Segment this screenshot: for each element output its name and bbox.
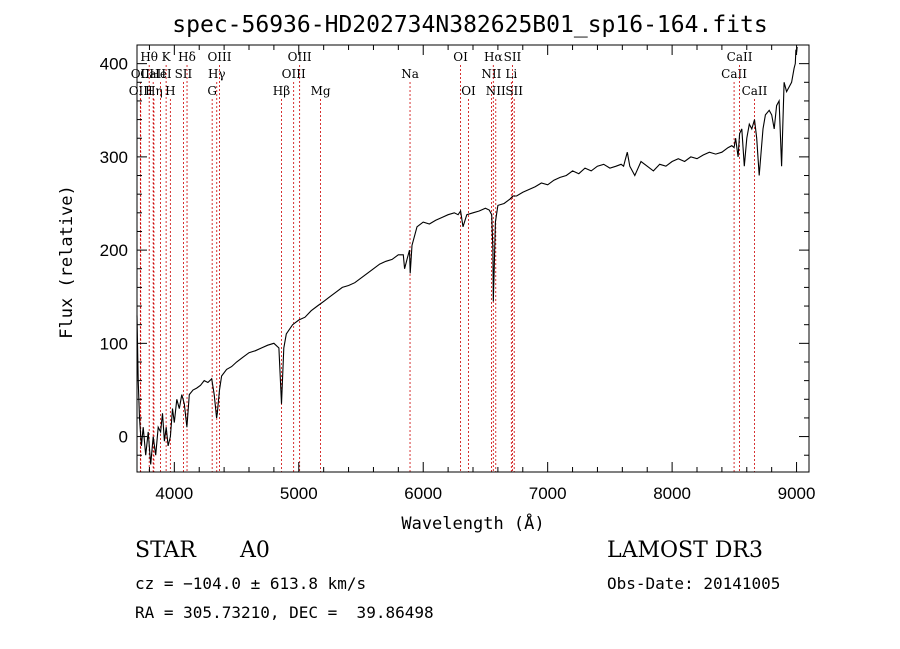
line-label: OI bbox=[453, 50, 468, 64]
line-label: K bbox=[162, 50, 172, 64]
line-label: CaII bbox=[140, 67, 166, 81]
y-axis-label: Flux (relative) bbox=[57, 185, 77, 339]
chart-title: spec-56936-HD202734N382625B01_sp16-164.f… bbox=[172, 12, 767, 38]
line-label: OIII bbox=[288, 50, 312, 64]
line-label: OII bbox=[131, 67, 151, 81]
line-label: Na bbox=[401, 67, 419, 81]
line-label: Hα bbox=[484, 50, 503, 64]
redshift-cz: cz = −104.0 ± 613.8 km/s bbox=[135, 574, 367, 593]
x-tick-label: 4000 bbox=[155, 484, 193, 503]
object-subclass: A0 bbox=[240, 538, 270, 563]
y-tick-label: 100 bbox=[100, 334, 128, 353]
line-label: SII bbox=[175, 67, 193, 81]
line-label: OIII bbox=[282, 67, 306, 81]
line-label: CaII bbox=[742, 84, 768, 98]
line-label: CaII bbox=[727, 50, 753, 64]
observation-date: Obs-Date: 20141005 bbox=[607, 574, 781, 593]
line-label: Li bbox=[505, 67, 517, 81]
line-label: SII bbox=[504, 50, 522, 64]
line-label: NII bbox=[486, 84, 506, 98]
spectrum-line bbox=[136, 46, 798, 465]
line-label: Mg bbox=[311, 84, 331, 98]
line-label: Hθ bbox=[140, 50, 158, 64]
x-axis-label: Wavelength (Å) bbox=[401, 512, 544, 534]
line-label: OI bbox=[461, 84, 476, 98]
y-tick-label: 400 bbox=[100, 55, 128, 74]
line-label: OIII bbox=[207, 50, 231, 64]
line-label: SII bbox=[505, 84, 523, 98]
x-tick-label: 6000 bbox=[404, 484, 442, 503]
object-class: STAR bbox=[135, 538, 196, 563]
survey-name: LAMOST DR3 bbox=[607, 538, 763, 563]
y-tick-label: 200 bbox=[100, 241, 128, 260]
line-label: Hβ bbox=[273, 84, 290, 98]
x-tick-label: 8000 bbox=[653, 484, 691, 503]
x-tick-label: 7000 bbox=[529, 484, 567, 503]
line-label: NII bbox=[481, 67, 501, 81]
y-tick-label: 300 bbox=[100, 148, 128, 167]
axis-ticks: 4000 5000 6000 7000 8000 9000 0 100 200 300 400 bbox=[100, 45, 816, 503]
x-tick-label: 5000 bbox=[280, 484, 318, 503]
line-label: OIII bbox=[129, 84, 153, 98]
coordinates: RA = 305.73210, DEC = 39.86498 bbox=[135, 603, 434, 622]
line-label: Hη bbox=[145, 84, 163, 98]
line-label: Hγ bbox=[208, 67, 226, 81]
line-label: Hδ bbox=[178, 50, 196, 64]
line-label: H bbox=[165, 84, 175, 98]
plot-frame bbox=[136, 44, 810, 473]
line-label: HeI bbox=[149, 67, 172, 81]
y-tick-label: 0 bbox=[119, 428, 128, 447]
x-tick-label: 9000 bbox=[778, 484, 816, 503]
line-label: G bbox=[207, 84, 217, 98]
line-label: CaII bbox=[721, 67, 747, 81]
